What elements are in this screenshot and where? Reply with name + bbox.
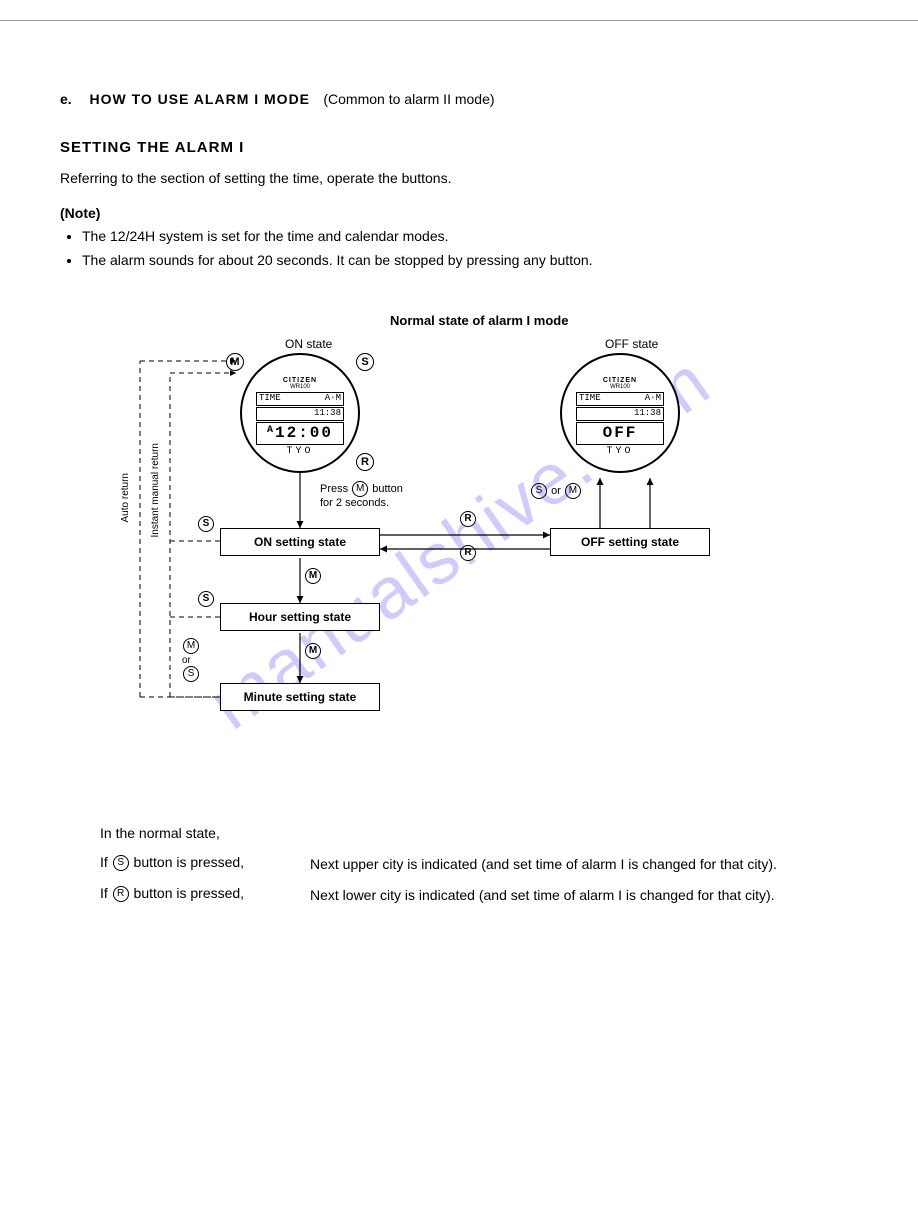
watch-off-small-time: 11:38	[634, 409, 661, 419]
section-letter: e.	[60, 91, 72, 107]
off-setting-box: OFF setting state	[550, 528, 710, 556]
s-button-icon: S	[198, 516, 214, 532]
notes-list: The 12/24H system is set for the time an…	[60, 225, 858, 273]
s-or-m-label: S or M	[530, 483, 582, 499]
watch-on-small-time: 11:38	[314, 409, 341, 419]
m-or-s-label: M or S	[182, 638, 200, 682]
m-button-icon: M	[565, 483, 581, 499]
footer-condition: If R button is pressed,	[100, 885, 310, 906]
section-title: HOW TO USE ALARM I MODE	[89, 91, 310, 107]
note-item: The 12/24H system is set for the time an…	[82, 225, 858, 249]
m-button-icon: M	[305, 568, 321, 584]
on-state-label: ON state	[285, 337, 332, 351]
r-button-icon: R	[460, 545, 476, 561]
footer-row: If S button is pressed, Next upper city …	[100, 854, 818, 875]
s-button-icon: S	[113, 855, 129, 871]
watch-model: WR100	[572, 384, 668, 391]
m-button-icon: M	[183, 638, 199, 654]
diagram-arrows	[60, 313, 860, 773]
footer-row: If R button is pressed, Next lower city …	[100, 885, 818, 906]
section-heading: e. HOW TO USE ALARM I MODE (Common to al…	[60, 91, 858, 109]
footer-condition: If S button is pressed,	[100, 854, 310, 875]
r-button-icon: R	[356, 453, 374, 471]
note-item: The alarm sounds for about 20 seconds. I…	[82, 249, 858, 273]
subheading: SETTING THE ALARM I	[60, 139, 858, 156]
m-button-icon: M	[352, 481, 368, 497]
m-button-icon: M	[226, 353, 244, 371]
s-button-icon: S	[198, 591, 214, 607]
note-label: (Note)	[60, 205, 858, 221]
watch-brand: CITIZEN	[252, 377, 348, 385]
off-state-label: OFF state	[605, 337, 658, 351]
state-diagram: manualshive.com Normal state of alarm I …	[60, 313, 860, 773]
press-instruction: Press M button for 2 seconds.	[320, 481, 403, 509]
watch-model: WR100	[252, 384, 348, 391]
watch-on-big: 12:00	[275, 424, 333, 442]
r-button-icon: R	[113, 886, 129, 902]
section-paren: (Common to alarm II mode)	[323, 91, 494, 107]
watch-on: CITIZEN WR100 TIMEA·M 11:38 A12:00 TYO	[240, 353, 360, 473]
m-button-icon: M	[305, 643, 321, 659]
watch-off-city: TYO	[576, 446, 664, 457]
auto-return-label: Auto return	[120, 473, 131, 522]
footer-desc: Next lower city is indicated (and set ti…	[310, 885, 818, 906]
watch-on-city: TYO	[256, 446, 344, 457]
diagram-title: Normal state of alarm I mode	[390, 313, 568, 328]
s-button-icon: S	[531, 483, 547, 499]
on-setting-box: ON setting state	[220, 528, 380, 556]
minute-setting-box: Minute setting state	[220, 683, 380, 711]
watch-off: CITIZEN WR100 TIMEA·M 11:38 OFF TYO	[560, 353, 680, 473]
r-button-icon: R	[460, 511, 476, 527]
s-button-icon: S	[356, 353, 374, 371]
footer-desc: Next upper city is indicated (and set ti…	[310, 854, 818, 875]
watch-brand: CITIZEN	[572, 377, 668, 385]
instant-return-label: Instant manual return	[150, 443, 161, 538]
page-content: e. HOW TO USE ALARM I MODE (Common to al…	[0, 20, 918, 946]
s-button-icon: S	[183, 666, 199, 682]
footer-block: In the normal state, If S button is pres…	[60, 823, 858, 906]
hour-setting-box: Hour setting state	[220, 603, 380, 631]
watch-off-big: OFF	[576, 422, 664, 446]
footer-intro: In the normal state,	[100, 823, 818, 844]
intro-text: Referring to the section of setting the …	[60, 168, 858, 189]
